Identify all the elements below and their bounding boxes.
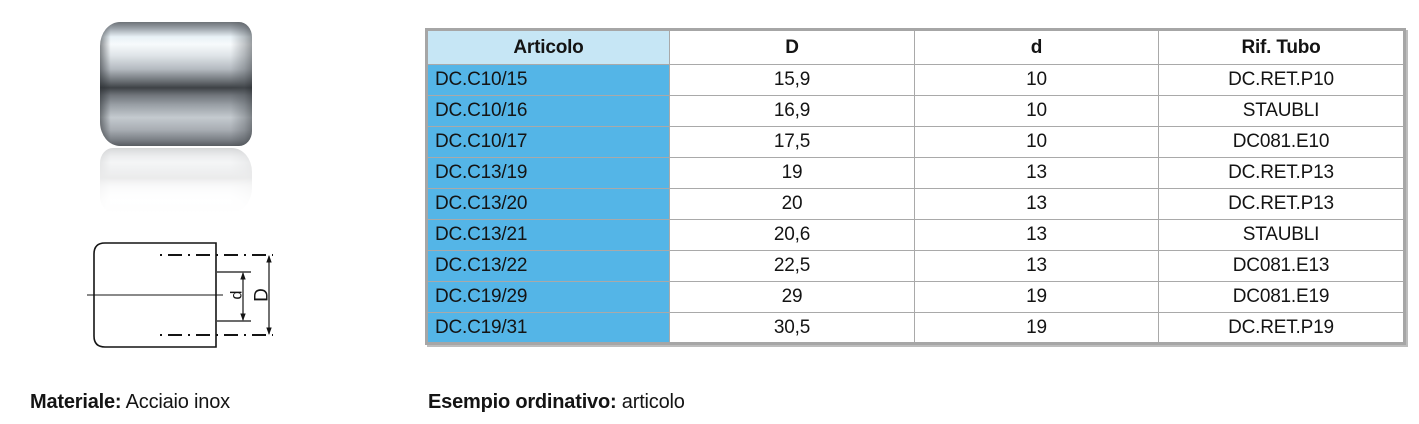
table-cell: 19 — [669, 157, 915, 189]
table-row: DC.C10/16 16,9 10 STAUBLI — [426, 95, 1405, 127]
table-cell: STAUBLI — [1158, 95, 1405, 127]
table-cell: 10 — [914, 126, 1159, 158]
order-example-value: articolo — [616, 391, 685, 413]
table-cell: 29 — [669, 281, 915, 313]
table-cell: DC.RET.P10 — [1158, 64, 1405, 96]
table-cell: 17,5 — [669, 126, 915, 158]
header-D: D — [669, 29, 915, 65]
table-cell: 30,5 — [669, 312, 915, 344]
table-cell: DC081.E19 — [1158, 281, 1405, 313]
cell-articolo: DC.C19/31 — [426, 312, 670, 344]
header-rif-tubo: Rif. Tubo — [1158, 29, 1405, 65]
product-photo — [100, 22, 252, 146]
table-row: DC.C13/21 20,6 13 STAUBLI — [426, 219, 1405, 251]
table-cell: 19 — [914, 312, 1159, 344]
table-row: DC.C13/19 19 13 DC.RET.P13 — [426, 157, 1405, 189]
table-row: DC.C13/20 20 13 DC.RET.P13 — [426, 188, 1405, 220]
photo-reflection-fade — [96, 148, 258, 216]
table-cell: 13 — [914, 250, 1159, 282]
cell-articolo: DC.C13/19 — [426, 157, 670, 189]
header-articolo: Articolo — [426, 29, 670, 65]
dimension-label-D: D — [252, 288, 273, 302]
table-cell: 16,9 — [669, 95, 915, 127]
material-caption: Materiale: Acciaio inox — [30, 391, 230, 414]
cell-articolo: DC.C13/20 — [426, 188, 670, 220]
order-example-label: Esempio ordinativo: — [428, 391, 617, 413]
parts-table: Articolo D d Rif. Tubo DC.C10/15 15,9 10 DC… — [425, 28, 1406, 345]
technical-drawing: d D — [87, 242, 273, 348]
table-cell: 19 — [914, 281, 1159, 313]
cell-articolo: DC.C13/21 — [426, 219, 670, 251]
d-arrow-down — [240, 313, 246, 321]
table-row: DC.C10/17 17,5 10 DC081.E10 — [426, 126, 1405, 158]
table-cell: DC.RET.P13 — [1158, 188, 1405, 220]
table-cell: 13 — [914, 219, 1159, 251]
table-cell: 10 — [914, 64, 1159, 96]
table-cell: 20 — [669, 188, 915, 220]
parts-table-container: Articolo D d Rif. Tubo DC.C10/15 15,9 10 DC… — [425, 28, 1406, 345]
table-row: DC.C19/29 29 19 DC081.E19 — [426, 281, 1405, 313]
cell-articolo: DC.C10/16 — [426, 95, 670, 127]
table-row: DC.C10/15 15,9 10 DC.RET.P10 — [426, 64, 1405, 96]
table-cell: DC081.E13 — [1158, 250, 1405, 282]
table-cell: DC.RET.P19 — [1158, 312, 1405, 344]
table-cell: STAUBLI — [1158, 219, 1405, 251]
table-header-row: Articolo D d Rif. Tubo — [426, 29, 1405, 65]
D-arrow-up — [266, 255, 272, 263]
table-cell: 10 — [914, 95, 1159, 127]
cell-articolo: DC.C10/17 — [426, 126, 670, 158]
table-row: DC.C19/31 30,5 19 DC.RET.P19 — [426, 312, 1405, 344]
table-cell: 13 — [914, 188, 1159, 220]
parts-table-body: DC.C10/15 15,9 10 DC.RET.P10 DC.C10/16 16,9 10… — [426, 64, 1405, 344]
dimension-label-d: d — [229, 291, 246, 300]
d-arrow-up — [240, 272, 246, 280]
cell-articolo: DC.C19/29 — [426, 281, 670, 313]
table-cell: 13 — [914, 157, 1159, 189]
table-row: DC.C13/22 22,5 13 DC081.E13 — [426, 250, 1405, 282]
cell-articolo: DC.C13/22 — [426, 250, 670, 282]
table-cell: 15,9 — [669, 64, 915, 96]
D-arrow-down — [266, 327, 272, 335]
material-value: Acciaio inox — [121, 391, 231, 413]
header-d: d — [914, 29, 1159, 65]
cell-articolo: DC.C10/15 — [426, 64, 670, 96]
table-cell: 20,6 — [669, 219, 915, 251]
table-cell: 22,5 — [669, 250, 915, 282]
order-example-caption: Esempio ordinativo: articolo — [428, 391, 685, 414]
table-cell: DC081.E10 — [1158, 126, 1405, 158]
material-label: Materiale: — [30, 391, 122, 413]
sleeve-outline — [93, 242, 217, 348]
table-cell: DC.RET.P13 — [1158, 157, 1405, 189]
